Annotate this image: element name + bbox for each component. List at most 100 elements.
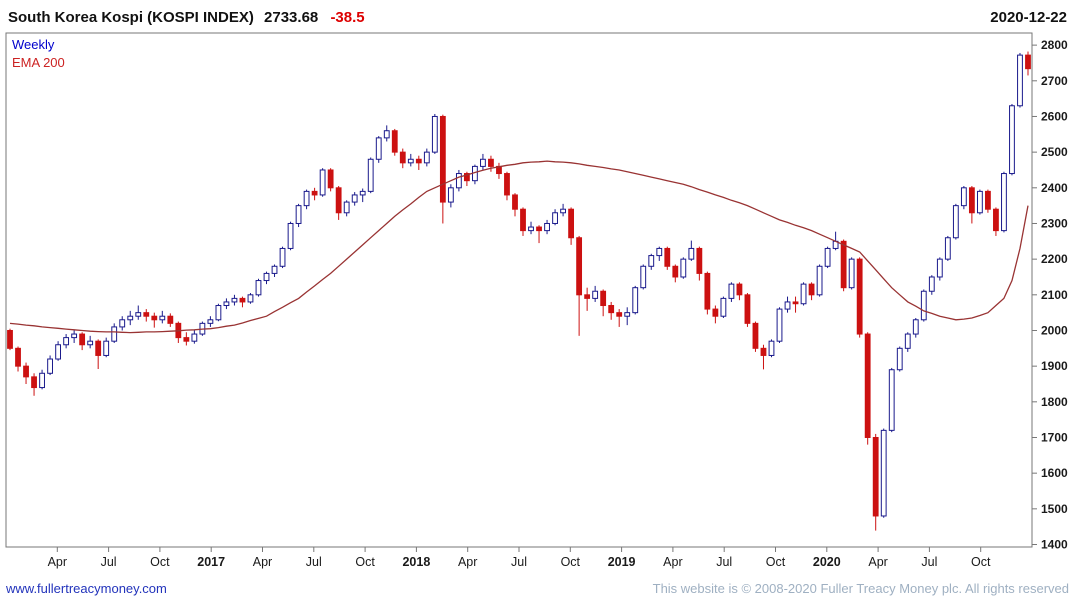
candle-body (39, 372, 45, 389)
candle (736, 282, 743, 301)
candle (1009, 103, 1015, 176)
candle (928, 275, 935, 295)
candle (856, 257, 863, 338)
candle (263, 271, 270, 285)
candle (752, 321, 759, 352)
candle (632, 285, 639, 315)
y-tick-label: 1800 (1041, 395, 1068, 409)
candle-body (15, 347, 21, 367)
candle-body (744, 294, 751, 324)
x-tick-label: Jul (511, 555, 527, 569)
candle (592, 285, 599, 302)
x-tick-label: Oct (150, 555, 170, 569)
candle-body (183, 337, 190, 342)
candle (784, 296, 791, 313)
candle (656, 246, 663, 261)
candle (399, 148, 406, 169)
ema-legend-label: EMA 200 (12, 55, 65, 70)
candle-body (528, 226, 534, 232)
candle-body (912, 319, 919, 335)
candle (1025, 51, 1031, 76)
candle (431, 113, 438, 154)
candle-body (776, 308, 783, 342)
candle (343, 200, 350, 217)
candle (496, 162, 502, 179)
candle-body (872, 436, 879, 517)
y-tick-label: 1700 (1041, 430, 1068, 444)
candle (415, 155, 422, 170)
y-tick-label: 1500 (1041, 502, 1068, 516)
candle-body (431, 115, 438, 153)
candle (375, 136, 382, 163)
candle (528, 221, 534, 235)
candle-body (263, 272, 270, 282)
candle (127, 310, 134, 326)
candle (463, 171, 470, 187)
candle (480, 153, 486, 170)
candle-body (760, 347, 767, 356)
price-change: -38.5 (330, 8, 365, 26)
candle-body (375, 137, 382, 160)
candle (648, 253, 655, 270)
candle (311, 187, 318, 201)
candle (824, 246, 831, 269)
candle-body (279, 247, 286, 267)
candle-body (904, 333, 911, 349)
candle (455, 169, 462, 192)
candle-body (231, 297, 238, 303)
candle-body (1017, 54, 1023, 107)
y-tick-label: 1400 (1041, 538, 1068, 552)
candle-body (608, 305, 615, 314)
x-tick-label: 2019 (608, 555, 636, 569)
candle (47, 355, 53, 376)
candle-body (960, 187, 967, 207)
candle-body (536, 226, 542, 232)
candle (191, 330, 198, 344)
candle (287, 221, 294, 251)
candle-body (512, 194, 518, 210)
candle (351, 192, 358, 206)
y-tick-label: 2800 (1041, 38, 1068, 52)
candle-body (151, 315, 158, 321)
site-link[interactable]: www.fullertreacymoney.com (6, 581, 167, 596)
candle (688, 240, 695, 261)
candle-body (808, 283, 815, 296)
candle-body (359, 190, 366, 196)
candle (247, 293, 254, 304)
candle (335, 186, 342, 220)
chart-header: South Korea Kospi (KOSPI INDEX) 2733.68 … (0, 0, 1075, 30)
candle-body (239, 297, 246, 303)
candle-body (584, 294, 591, 299)
candle (71, 330, 78, 343)
candle (39, 369, 45, 390)
candle-body (880, 429, 887, 517)
candle (215, 303, 222, 322)
candle-body (143, 312, 150, 317)
candle (175, 321, 182, 343)
candle (616, 309, 623, 327)
candle-body (792, 301, 799, 305)
candle (79, 332, 86, 351)
candle (279, 246, 286, 269)
candle-body (447, 187, 454, 203)
candle-body (463, 173, 470, 182)
candle (760, 344, 767, 370)
candle-body (848, 258, 855, 289)
candle (920, 289, 927, 322)
candle-body (455, 173, 462, 189)
candle (960, 186, 967, 210)
candle (952, 203, 959, 240)
candle (544, 219, 550, 235)
y-tick-label: 2200 (1041, 252, 1068, 266)
candle (255, 278, 262, 297)
candle (439, 114, 446, 224)
instrument-name: South Korea Kospi (KOSPI INDEX) (8, 8, 254, 26)
candle (944, 235, 951, 261)
candle-body (784, 301, 791, 310)
x-tick-label: Jul (921, 555, 937, 569)
x-tick-label: Apr (253, 555, 272, 569)
chart-date: 2020-12-22 (990, 8, 1067, 26)
candle (584, 287, 591, 311)
candle-body (247, 294, 254, 303)
